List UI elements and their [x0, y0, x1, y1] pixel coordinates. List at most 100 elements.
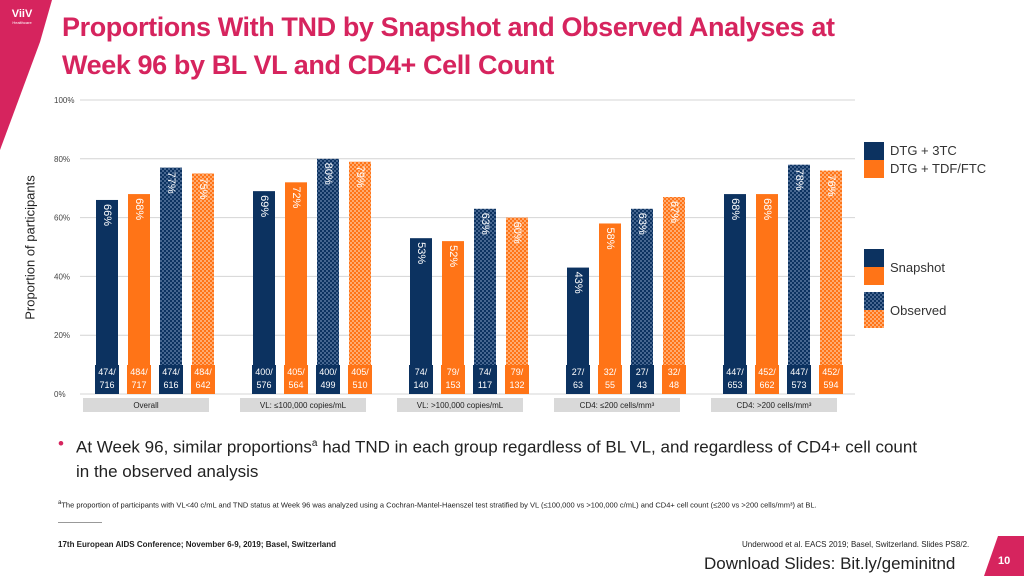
bar [788, 164, 810, 394]
citation: Underwood et al. EACS 2019; Basel, Switz… [742, 540, 970, 549]
count-box [755, 365, 779, 394]
category-label: Overall [133, 401, 159, 410]
count-numerator: 452/ [758, 367, 776, 377]
bar [128, 194, 150, 394]
bar [442, 241, 464, 394]
brand-corner-shape [0, 0, 52, 150]
bar [631, 208, 653, 394]
bar-value-label: 53% [415, 242, 427, 264]
bar-value-label: 79% [354, 166, 366, 188]
category-label: VL: ≤100,000 copies/mL [260, 401, 347, 410]
count-denominator: 564 [288, 380, 303, 390]
bar-value-label: 63% [479, 213, 491, 235]
count-denominator: 55 [605, 380, 615, 390]
legend-swatch-snapshot [864, 249, 884, 285]
count-box [252, 365, 276, 394]
y-axis-label: Proportion of participants [10, 165, 50, 335]
bar-value-label: 60% [511, 222, 523, 244]
bar-value-label: 76% [825, 175, 837, 197]
count-denominator: 616 [163, 380, 178, 390]
count-box [819, 365, 843, 394]
count-numerator: 484/ [194, 367, 212, 377]
count-numerator: 79/ [511, 367, 524, 377]
count-box [127, 365, 151, 394]
count-numerator: 400/ [319, 367, 337, 377]
bar [724, 194, 746, 394]
count-denominator: 653 [727, 380, 742, 390]
category-labels: Overall VL: ≤100,000 copies/mL VL: >100,00… [83, 398, 837, 412]
count-numerator: 74/ [415, 367, 428, 377]
legend-item-snapshot: Snapshot [864, 249, 945, 285]
legend-label-snapshot: Snapshot [890, 260, 945, 275]
count-box [787, 365, 811, 394]
y-tick-label: 60% [54, 214, 70, 223]
count-box [409, 365, 433, 394]
count-numerator: 400/ [255, 367, 273, 377]
summary-bullet: • At Week 96, similar proportionsa had T… [58, 432, 918, 484]
count-numerator: 484/ [130, 367, 148, 377]
bar-value-label: 69% [258, 195, 270, 217]
category-label: CD4: ≤200 cells/mm³ [580, 401, 655, 410]
bar-value-label: 75% [197, 178, 209, 200]
bar [253, 191, 275, 394]
count-numerator: 474/ [162, 367, 180, 377]
logo-text: ViiV [11, 8, 33, 20]
bullet-dot: • [58, 434, 64, 453]
download-link[interactable]: Download Slides: Bit.ly/geminitnd [704, 554, 956, 573]
count-numerator: 27/ [636, 367, 649, 377]
count-numerator: 474/ [98, 367, 116, 377]
count-denominator: 117 [478, 380, 492, 390]
bar-value-label: 43% [572, 272, 584, 294]
count-box [473, 365, 497, 394]
legend-item-dtg-tdf-ftc: DTG + TDF/FTC [864, 160, 986, 178]
y-tick-label: 0% [54, 390, 66, 399]
count-numerator: 32/ [604, 367, 617, 377]
bar [474, 208, 496, 394]
count-denominator: 499 [320, 380, 335, 390]
count-denominator: 573 [791, 380, 806, 390]
category-label: CD4: >200 cells/mm³ [737, 401, 812, 410]
title-line-2: Week 96 by BL VL and CD4+ Cell Count [62, 50, 554, 80]
y-tick-label: 100% [54, 96, 74, 105]
count-box [348, 365, 372, 394]
bar [756, 194, 778, 394]
bar-value-label: 67% [668, 201, 680, 223]
bar [410, 238, 432, 394]
count-box [630, 365, 654, 394]
count-denominator: 43 [637, 380, 647, 390]
count-numerator: 27/ [572, 367, 585, 377]
count-box [441, 365, 465, 394]
count-denominator: 153 [445, 380, 460, 390]
count-denominator: 717 [131, 380, 146, 390]
count-box [159, 365, 183, 394]
chart-canvas: 0% 20% 40% 60% 80% 100% 66% 474/716 68% 484/717 7… [54, 96, 855, 412]
bar-value-label: 77% [165, 172, 177, 194]
count-denominator: 140 [413, 380, 428, 390]
bar [317, 158, 339, 394]
count-denominator: 48 [669, 380, 679, 390]
category-label: VL: >100,000 copies/mL [417, 401, 504, 410]
bars: 66% 474/716 68% 484/717 77% 474/616 75% 484/642… [95, 158, 843, 394]
legend-label-observed: Observed [890, 303, 947, 318]
legend-swatch-orange [864, 160, 884, 178]
bar [663, 197, 685, 394]
page-number-corner [984, 536, 1024, 576]
count-numerator: 32/ [668, 367, 681, 377]
legend-swatch-observed [864, 292, 884, 328]
bar-value-label: 58% [604, 227, 616, 249]
count-denominator: 594 [823, 380, 838, 390]
count-numerator: 74/ [479, 367, 492, 377]
count-box [191, 365, 215, 394]
legend-swatch-navy [864, 142, 884, 160]
count-numerator: 405/ [351, 367, 369, 377]
bar [96, 199, 118, 394]
bar-value-label: 68% [133, 198, 145, 220]
bar [160, 167, 182, 394]
bar-value-label: 78% [793, 169, 805, 191]
legend-item-observed: Observed [864, 292, 946, 328]
bar [349, 161, 371, 394]
bar-value-label: 72% [290, 186, 302, 208]
logo-subtext: Healthcare [12, 20, 32, 25]
count-numerator: 79/ [447, 367, 460, 377]
y-axis-label-text: Proportion of participants [22, 175, 38, 320]
